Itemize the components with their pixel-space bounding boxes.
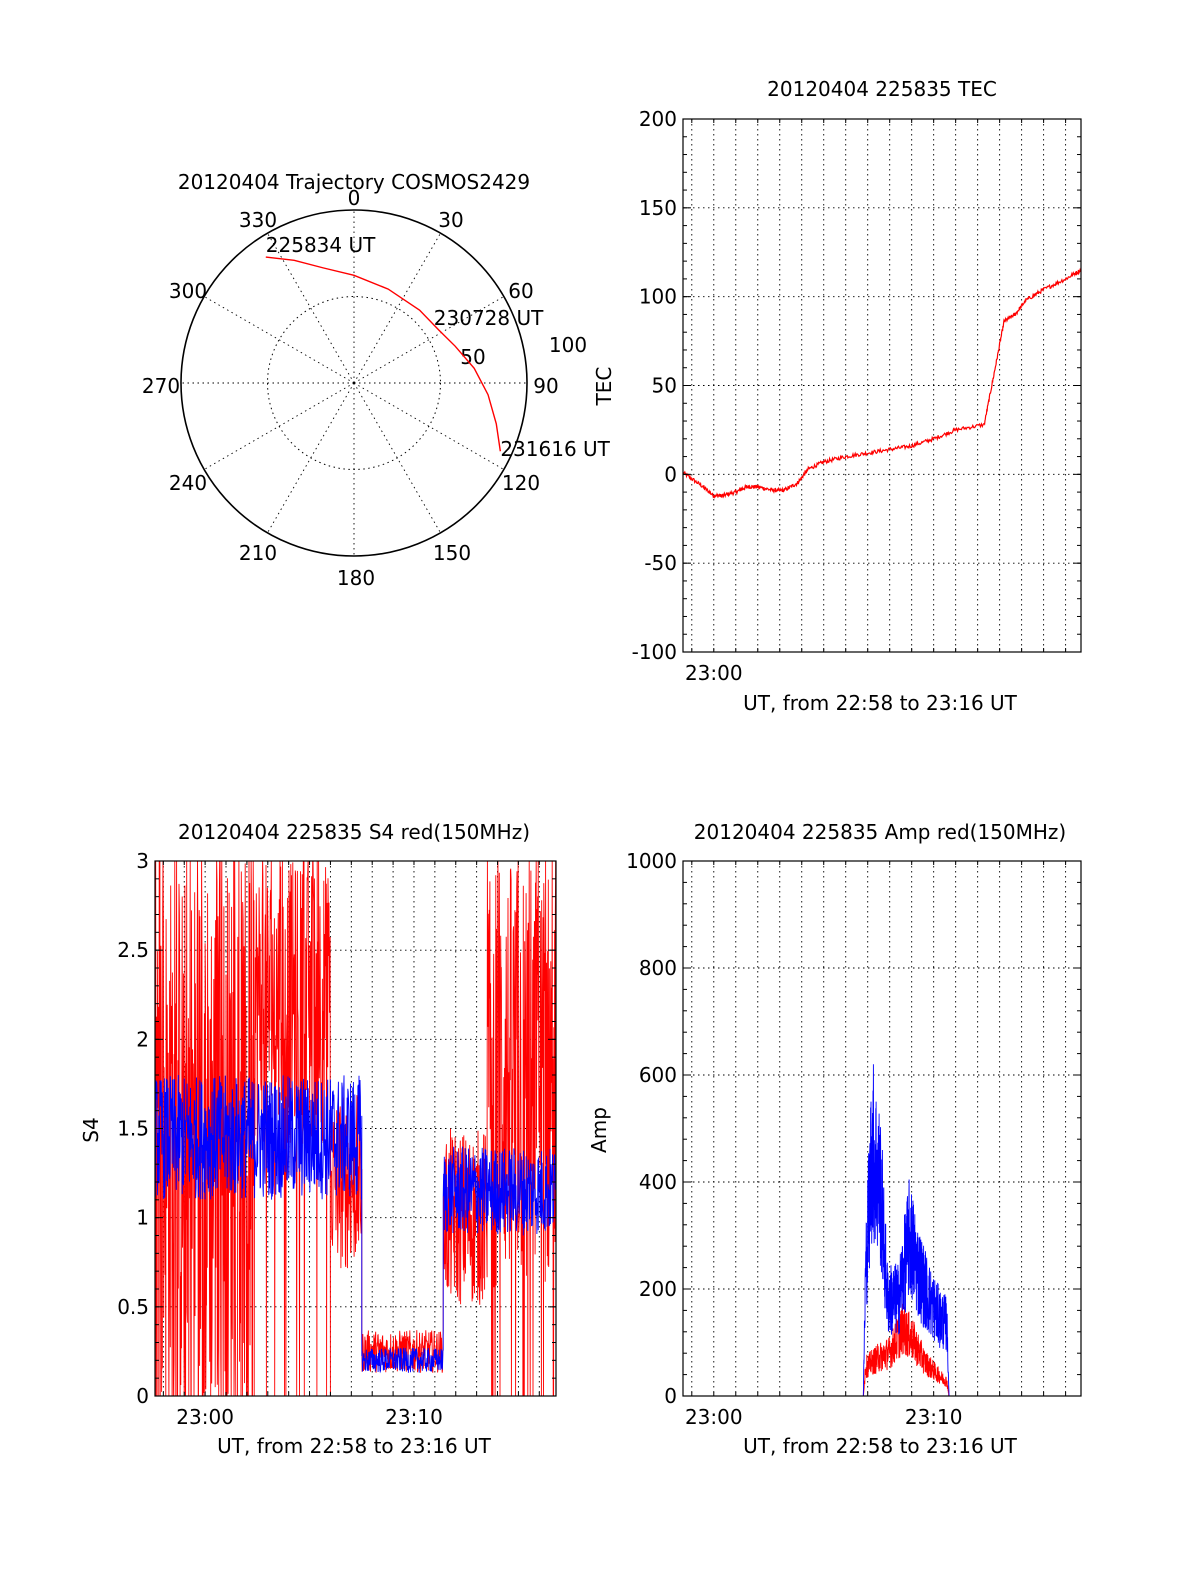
- s4-series: [155, 861, 556, 1396]
- trajectory-title: 20120404 Trajectory COSMOS2429: [178, 170, 530, 194]
- tec-plot: 20120404 225835 TEC -100 -50 0 50 100 150 200 2…: [592, 77, 1082, 715]
- polar-spoke: [267, 232, 355, 384]
- y-tick-label: 200: [639, 107, 677, 131]
- azimuth-label: 330: [239, 208, 277, 232]
- polar-spoke: [353, 296, 505, 384]
- amp-title: 20120404 225835 Amp red(150MHz): [694, 820, 1066, 844]
- x-tick-label: 23:00: [685, 1405, 743, 1429]
- amp-ylabel: Amp: [587, 1107, 611, 1153]
- azimuth-label: 300: [169, 279, 207, 303]
- amp-grid: [683, 860, 1081, 1397]
- y-tick-label: 600: [639, 1063, 677, 1087]
- y-tick-label: 1: [136, 1206, 149, 1230]
- trajectory-polar-plot: 20120404 Trajectory COSMOS2429 0 30 60 90 12…: [142, 170, 611, 590]
- tec-xlabel: UT, from 22:58 to 23:16 UT: [743, 691, 1018, 715]
- polar-spoke: [353, 232, 441, 384]
- y-tick-label: -100: [632, 640, 677, 664]
- azimuth-label: 210: [239, 541, 277, 565]
- polar-spoke: [353, 382, 441, 534]
- amp-axes: 0 200 400 600 800 1000 23:00 23:10: [626, 849, 1082, 1429]
- y-tick-label: 0: [664, 462, 677, 486]
- polar-spoke: [353, 382, 505, 470]
- polar-grid: [180, 209, 528, 557]
- s4-axes: 0 0.5 1 1.5 2 2.5 3 23:00 23:10: [117, 849, 557, 1429]
- y-tick-label: 100: [639, 285, 677, 309]
- azimuth-label: 150: [433, 541, 471, 565]
- azimuth-label: 240: [169, 471, 207, 495]
- azimuth-label: 120: [502, 471, 540, 495]
- trajectory-time-label: 230728 UT: [434, 306, 544, 330]
- trajectory-line: [265, 256, 502, 452]
- amp-xlabel: UT, from 22:58 to 23:16 UT: [743, 1434, 1018, 1458]
- polar-spoke: [203, 296, 355, 384]
- s4-ylabel: S4: [79, 1117, 103, 1142]
- plot-frame: [682, 860, 1082, 1397]
- y-tick-label: 400: [639, 1170, 677, 1194]
- azimuth-label: 90: [533, 374, 558, 398]
- y-tick-label: 50: [652, 374, 677, 398]
- y-tick-label: 200: [639, 1277, 677, 1301]
- tec-ylabel: TEC: [592, 367, 616, 407]
- azimuth-label: 60: [508, 279, 533, 303]
- x-tick-label: 23:10: [385, 1405, 443, 1429]
- polar-outer-circle: [180, 209, 528, 557]
- y-tick-label: 0: [136, 1384, 149, 1408]
- y-tick-label: 3: [136, 849, 149, 873]
- s4-plot: 20120404 225835 S4 red(150MHz) 0 0.5 1 1.5 2…: [79, 820, 557, 1458]
- y-tick-label: 1.5: [117, 1117, 149, 1141]
- y-tick-label: 150: [639, 196, 677, 220]
- s4-xlabel: UT, from 22:58 to 23:16 UT: [217, 1434, 492, 1458]
- polar-spoke: [203, 382, 355, 470]
- y-tick-label: -50: [644, 551, 677, 575]
- y-tick-label: 2.5: [117, 938, 149, 962]
- azimuth-label: 0: [348, 186, 361, 210]
- tec-series: [682, 267, 1082, 499]
- y-tick-label: 1000: [626, 849, 677, 873]
- y-tick-label: 2: [136, 1027, 149, 1051]
- trajectory-time-label: 225834 UT: [266, 233, 376, 257]
- x-tick-label: 23:00: [176, 1405, 234, 1429]
- polar-spoke: [267, 382, 355, 534]
- y-tick-label: 800: [639, 956, 677, 980]
- tec-line: [682, 267, 1082, 499]
- x-tick-label: 23:10: [905, 1405, 963, 1429]
- azimuth-label: 270: [142, 374, 180, 398]
- tec-title: 20120404 225835 TEC: [767, 77, 997, 101]
- y-tick-label: 0: [664, 1384, 677, 1408]
- azimuth-label: 180: [337, 566, 375, 590]
- x-tick-label: 23:00: [685, 661, 743, 685]
- trajectory-track: 225834 UT 230728 UT 231616 UT: [265, 233, 611, 461]
- amp-plot: 20120404 225835 Amp red(150MHz) 0 200 400 6…: [587, 820, 1082, 1458]
- tec-axes: -100 -50 0 50 100 150 200 23:00: [632, 107, 1082, 685]
- trajectory-time-label: 231616 UT: [500, 437, 610, 461]
- radial-label: 100: [549, 333, 587, 357]
- s4-blue-line: [155, 1074, 556, 1374]
- azimuth-label: 30: [438, 208, 463, 232]
- tec-grid: [683, 118, 1081, 653]
- y-tick-label: 0.5: [117, 1295, 149, 1319]
- s4-title: 20120404 225835 S4 red(150MHz): [178, 820, 530, 844]
